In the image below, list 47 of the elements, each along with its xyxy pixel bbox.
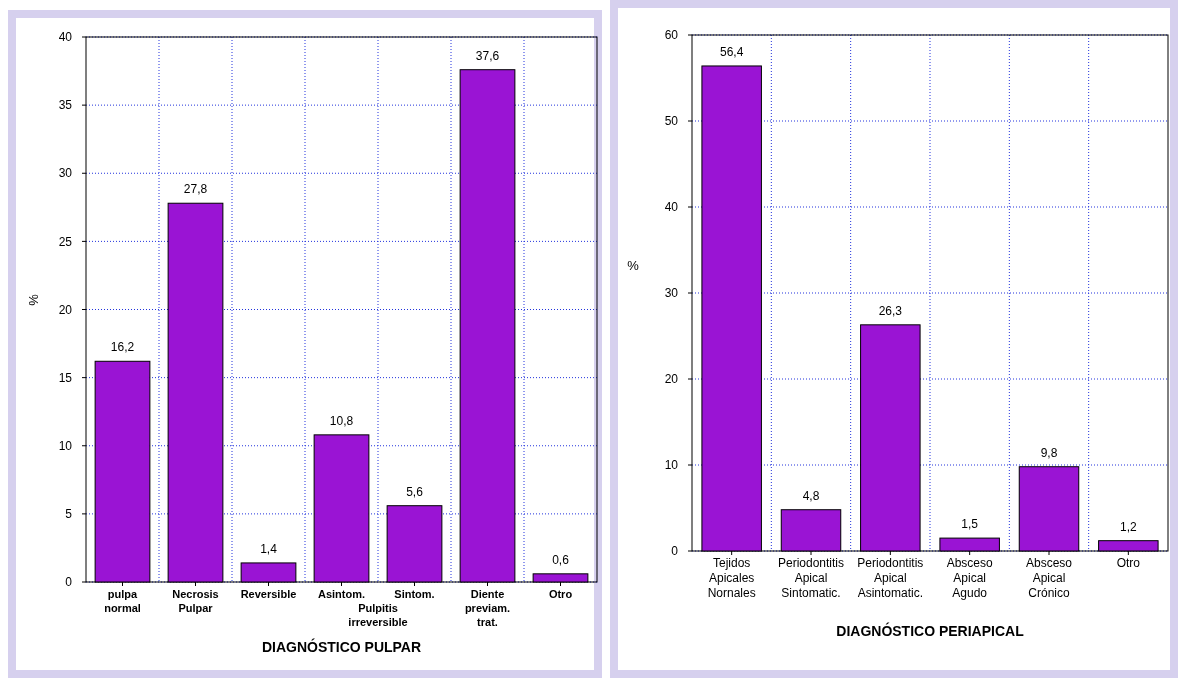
x-tick-label: Otro bbox=[548, 588, 573, 600]
x-tick-label: Absceso Apical Crónico bbox=[1025, 556, 1073, 600]
x-axis-title: DIAGNÓSTICO PERIAPICAL bbox=[836, 622, 1025, 639]
y-tick-label: 40 bbox=[664, 200, 679, 215]
y-tick-label: 20 bbox=[58, 302, 73, 317]
y-tick-label: 15 bbox=[58, 370, 73, 385]
x-tick-label: Periodontitis Apical Sintomatic. bbox=[777, 556, 845, 600]
data-label: 56,4 bbox=[719, 44, 744, 59]
data-label: 9,8 bbox=[1040, 445, 1058, 460]
data-label: 1,5 bbox=[961, 517, 979, 532]
x-tick-label: Periodontitis Apical Asintomatic. bbox=[857, 556, 924, 600]
x-tick-label: Sintom. bbox=[394, 588, 435, 600]
data-label: 16,2 bbox=[110, 340, 135, 355]
x-tick-label: Tejidos Apicales Nornales bbox=[707, 556, 756, 600]
x-tick-label: Asintom. bbox=[317, 588, 366, 600]
y-tick-label: 20 bbox=[664, 372, 679, 387]
y-tick-label: 10 bbox=[664, 458, 679, 473]
y-tick-label: 50 bbox=[664, 114, 679, 129]
x-tick-label: Diente previam. trat. bbox=[464, 588, 511, 628]
y-tick-label: 0 bbox=[671, 544, 679, 559]
y-tick-label: 30 bbox=[58, 166, 73, 181]
data-label: 1,4 bbox=[260, 541, 278, 556]
data-label: 0,6 bbox=[552, 552, 570, 567]
text: Pulpitis irreversible bbox=[348, 602, 408, 628]
data-label: 5,6 bbox=[406, 484, 424, 499]
x-tick-label: Necrosis Pulpar bbox=[172, 588, 219, 614]
y-tick-label: 25 bbox=[58, 234, 73, 249]
y-tick-label: 10 bbox=[58, 438, 73, 453]
data-label: 37,6 bbox=[475, 48, 500, 63]
data-label: 10,8 bbox=[329, 413, 354, 428]
y-tick-label: 30 bbox=[664, 286, 679, 301]
y-axis-title: % bbox=[627, 258, 640, 273]
x-tick-label: pulpa normal bbox=[104, 588, 141, 614]
y-tick-label: 5 bbox=[65, 507, 73, 522]
x-tick-label: Reversible bbox=[240, 588, 297, 600]
data-label: 27,8 bbox=[183, 182, 208, 197]
y-axis-title: % bbox=[26, 293, 41, 306]
data-label: 4,8 bbox=[802, 488, 820, 503]
y-tick-label: 0 bbox=[65, 575, 73, 590]
data-label: 1,2 bbox=[1119, 519, 1137, 534]
x-axis-title: DIAGNÓSTICO PULPAR bbox=[261, 638, 422, 655]
x-tick-label: Otro bbox=[1116, 556, 1141, 570]
y-tick-label: 35 bbox=[58, 98, 73, 113]
y-tick-label: 40 bbox=[58, 30, 73, 45]
y-tick-label: 60 bbox=[664, 28, 679, 43]
x-tick-label: Absceso Apical Agudo bbox=[946, 556, 993, 600]
data-label: 26,3 bbox=[878, 303, 903, 318]
